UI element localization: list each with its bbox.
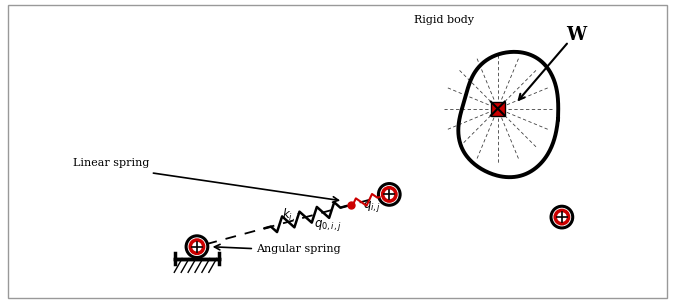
Circle shape — [192, 242, 202, 251]
Polygon shape — [458, 52, 558, 177]
Text: Linear spring: Linear spring — [73, 158, 149, 168]
Text: $q_{i,j}$: $q_{i,j}$ — [362, 199, 381, 214]
Circle shape — [186, 236, 208, 258]
Circle shape — [557, 212, 567, 222]
Bar — [491, 102, 505, 115]
Circle shape — [384, 189, 394, 199]
Text: $q_{0,i,j}$: $q_{0,i,j}$ — [313, 218, 341, 232]
Circle shape — [188, 238, 205, 255]
Text: Angular spring: Angular spring — [256, 244, 341, 254]
Circle shape — [554, 209, 570, 225]
Circle shape — [379, 184, 400, 205]
Text: Rigid body: Rigid body — [414, 15, 474, 25]
Text: W: W — [566, 26, 587, 44]
Circle shape — [551, 206, 572, 228]
Text: $k_{i,j}$: $k_{i,j}$ — [281, 207, 299, 225]
Circle shape — [381, 186, 398, 203]
